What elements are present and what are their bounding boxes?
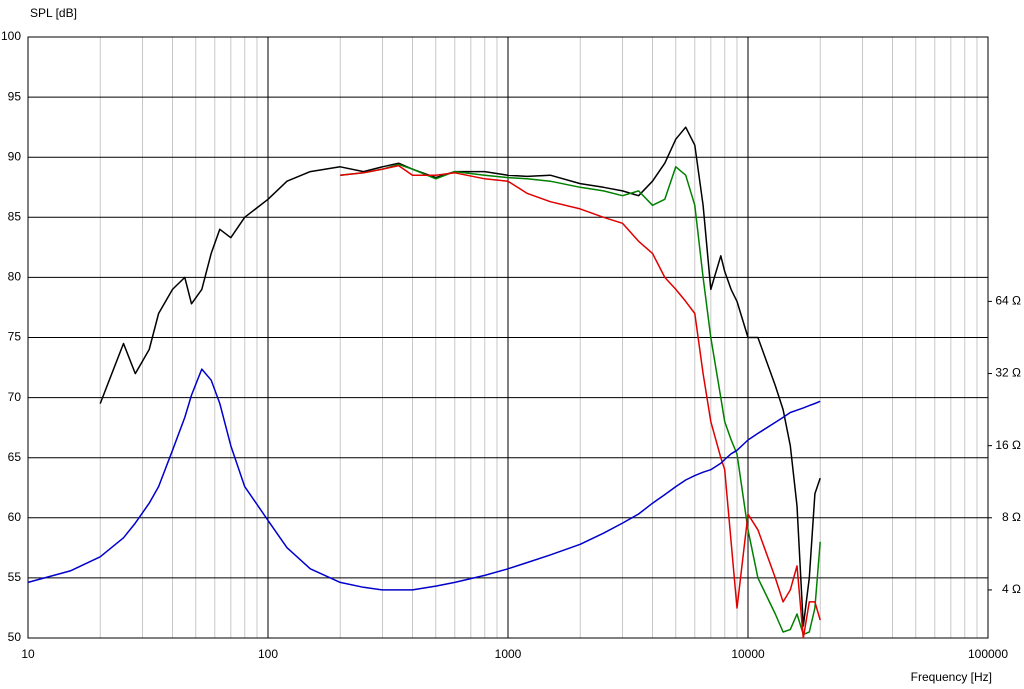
y-axis-label: SPL [dB] xyxy=(30,6,77,20)
series-line xyxy=(340,164,821,639)
y-tick-label: 55 xyxy=(8,570,22,584)
y-tick-label: 85 xyxy=(8,209,22,223)
y-tick-label: 50 xyxy=(8,630,22,644)
y2-tick-label: 8 Ω xyxy=(1002,510,1021,524)
y-tick-label: 100 xyxy=(1,29,21,43)
y-tick-label: 80 xyxy=(8,270,22,284)
plot-frame xyxy=(27,36,989,639)
y2-tick-label: 64 Ω xyxy=(995,294,1021,308)
y-tick-label: 70 xyxy=(8,390,22,404)
y2-tick-label: 4 Ω xyxy=(1002,582,1021,596)
x-tick-label: 10000 xyxy=(731,647,765,661)
x-axis-label: Frequency [Hz] xyxy=(911,670,992,684)
y-tick-label: 95 xyxy=(8,89,22,103)
x-tick-label: 1000 xyxy=(495,647,522,661)
y2-tick-label: 16 Ω xyxy=(995,438,1021,452)
y-tick-label: 75 xyxy=(8,330,22,344)
y-tick-label: 65 xyxy=(8,450,22,464)
x-tick-label: 100000 xyxy=(968,647,1008,661)
y2-tick-label: 32 Ω xyxy=(995,366,1021,380)
y-tick-label: 60 xyxy=(8,510,22,524)
series-line xyxy=(27,368,821,591)
x-tick-label: 100 xyxy=(258,647,278,661)
y-tick-label: 90 xyxy=(8,149,22,163)
series-line xyxy=(99,126,821,627)
x-tick-label: 10 xyxy=(21,647,35,661)
